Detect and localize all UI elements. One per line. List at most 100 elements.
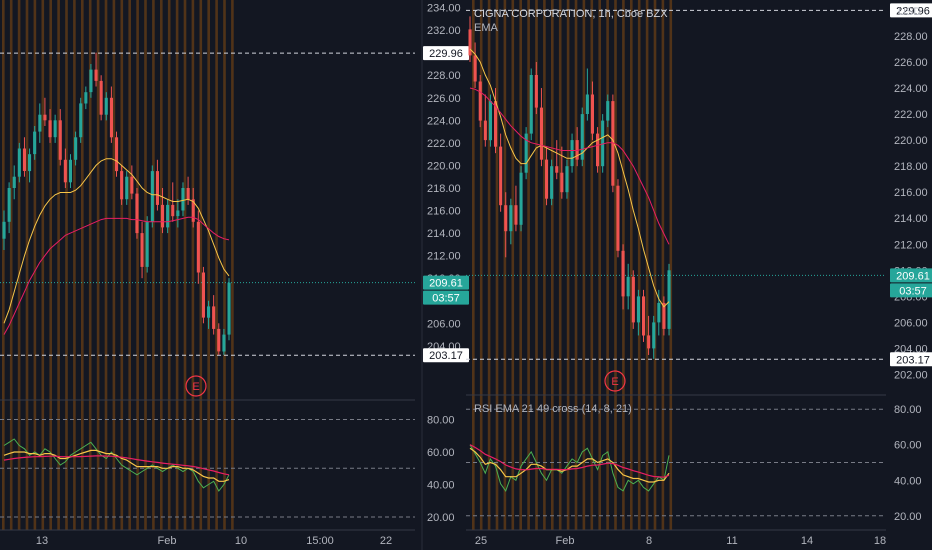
candle-body	[181, 188, 185, 211]
candle-body	[580, 114, 584, 160]
rsi-line	[3, 438, 230, 492]
session-band	[81, 0, 84, 530]
session-band	[519, 0, 522, 530]
candle-body	[473, 55, 477, 82]
session-band	[112, 0, 116, 530]
price-tick-label: 222.00	[427, 138, 461, 150]
high-price-tag-bg	[890, 3, 932, 18]
candle-body	[539, 107, 543, 160]
candle-body	[565, 166, 569, 193]
candle-body	[186, 188, 190, 200]
right-price-scale[interactable]: 228.00 226.00 224.00 222.00 220.00 218.00 216.…	[890, 3, 932, 523]
candle-body	[201, 272, 205, 318]
current-price-tag-bg	[423, 275, 469, 290]
candle-body	[125, 176, 129, 200]
candle-body	[155, 171, 159, 205]
candle-body	[590, 94, 594, 134]
candle-body	[28, 154, 32, 172]
session-band	[73, 0, 76, 530]
time-tick-label: 18	[874, 535, 886, 547]
session-band	[574, 0, 578, 530]
candle-body	[176, 210, 180, 217]
session-band	[65, 0, 68, 530]
candle-body	[560, 172, 564, 193]
session-band	[479, 0, 483, 530]
price-tick-label: 218.00	[427, 183, 461, 195]
left-rsi-pane	[3, 438, 230, 492]
current-price-tag: 209.61	[896, 270, 930, 282]
candle-body	[109, 97, 113, 138]
session-band	[33, 0, 37, 530]
rsi-line	[469, 444, 670, 492]
symbol-title[interactable]: CIGNA CORPORATION, 1h, Cboe BZX	[474, 8, 668, 20]
right-time-axis[interactable]: 25 Feb 8 11 14 18	[475, 535, 886, 547]
candle-body	[529, 75, 533, 134]
session-band	[645, 0, 649, 530]
rsi-tick-label: 20.00	[427, 512, 455, 524]
right-candles	[468, 16, 671, 359]
time-tick-label: Feb	[556, 535, 575, 547]
candle-body	[570, 140, 574, 167]
rsi-tick-label: 40.00	[427, 480, 455, 492]
candle-body	[17, 148, 21, 177]
ema-indicator-label[interactable]: EMA	[474, 22, 499, 34]
time-tick-label: 11	[726, 535, 737, 547]
ema-slow-line	[3, 216, 230, 335]
ema-slow-line	[469, 87, 670, 245]
price-tick-label: 220.00	[427, 160, 461, 172]
session-band	[183, 0, 187, 530]
candle-body	[647, 335, 651, 349]
candle-body	[150, 171, 154, 222]
rsi-indicator-label[interactable]: RSI EMA 21 49 cross (14, 8, 21)	[474, 403, 632, 415]
session-band	[191, 0, 195, 530]
candle-body	[499, 146, 503, 206]
candle-body	[545, 159, 549, 199]
candle-body	[585, 94, 589, 114]
right-session-bands	[472, 0, 673, 530]
candle-body	[104, 97, 108, 115]
candle-body	[667, 270, 671, 329]
left-time-axis[interactable]: 13 Feb 10 15:00 22	[36, 535, 392, 547]
right-earnings-marker[interactable]: E	[604, 370, 626, 392]
candle-body	[494, 101, 498, 147]
rsi-ema-slow-line	[469, 444, 670, 478]
candle-body	[636, 296, 640, 323]
price-tick-label: 206.00	[894, 317, 928, 329]
candle-body	[79, 103, 83, 138]
session-band	[9, 0, 13, 530]
candle-body	[575, 140, 579, 160]
session-band	[120, 0, 124, 530]
session-band	[17, 0, 21, 530]
left-chart-panel[interactable]: 232.00230.00228.00226.00224.00222.00220.…	[0, 0, 469, 547]
candle-body	[33, 131, 37, 155]
currency-label[interactable]: USD	[898, 6, 921, 18]
candle-body	[145, 221, 149, 267]
left-earnings-marker[interactable]: E	[185, 375, 207, 397]
price-tick-label: 224.00	[427, 115, 461, 127]
session-band	[25, 0, 29, 530]
rsi-tick-label: 80.00	[427, 415, 455, 427]
candle-body	[468, 29, 472, 56]
session-band	[661, 0, 665, 530]
right-chart-panel[interactable]: 228.00 226.00 224.00 222.00 220.00 218.00 216.…	[466, 0, 932, 547]
candle-body	[161, 204, 165, 228]
earnings-circle[interactable]	[185, 375, 207, 397]
session-band	[535, 0, 538, 530]
candle-body	[534, 75, 538, 108]
candle-body	[227, 282, 231, 335]
candle-body	[652, 322, 656, 349]
time-tick-label: 13	[36, 535, 48, 547]
current-price-tag: 209.61	[429, 278, 463, 290]
price-tick-label: 206.00	[427, 318, 461, 330]
rsi-ema-fast-line	[469, 447, 670, 483]
candle-body	[222, 334, 226, 352]
candle-body	[504, 205, 508, 232]
left-price-scale[interactable]: 232.00230.00228.00226.00224.00222.00220.…	[423, 3, 469, 524]
earnings-circle[interactable]	[604, 370, 626, 392]
session-band	[215, 0, 218, 530]
candle-body	[601, 120, 605, 167]
right-grid	[466, 9, 886, 531]
candle-body	[488, 101, 492, 141]
candle-body	[642, 296, 646, 336]
candle-body	[196, 221, 200, 273]
